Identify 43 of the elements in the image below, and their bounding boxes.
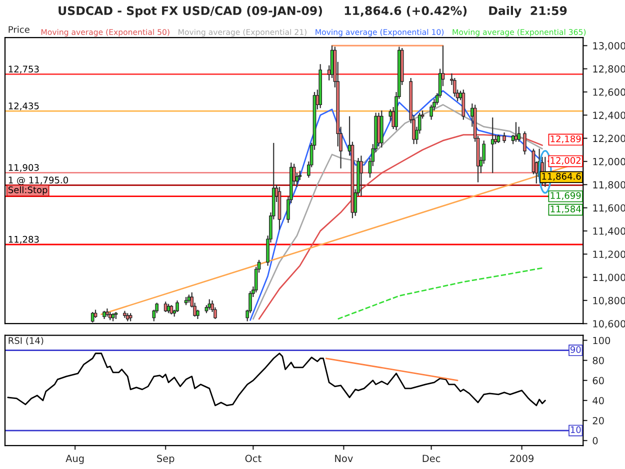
candlestick: [176, 300, 179, 313]
x-tick-label: Aug: [66, 454, 84, 464]
candlestick: [90, 312, 94, 322]
ref-line-label: 10: [570, 426, 581, 434]
annotation: 11,864.6: [542, 172, 581, 181]
ref-line-label: 12,753: [8, 66, 39, 74]
y-tick-label: 20: [592, 416, 604, 424]
annotation: 11,584: [550, 206, 581, 214]
candlestick: [494, 134, 498, 145]
y-tick-label: 80: [592, 356, 604, 364]
annotation: 12,002: [550, 157, 580, 165]
line-series: [7, 352, 546, 406]
candlestick: [164, 301, 168, 313]
candlestick: [360, 155, 363, 197]
x-tick-label: Dec: [422, 454, 440, 462]
line-series: [258, 134, 543, 320]
annotation: 11,699: [550, 192, 581, 200]
line-series: [337, 267, 543, 320]
ref-line-label: 11,903: [8, 164, 39, 172]
x-tick-label: Sep: [157, 454, 174, 464]
y-tick-label: 60: [592, 376, 604, 384]
y-tick-label: 100: [593, 336, 610, 344]
annotation: Sell:Stop: [8, 186, 48, 195]
x-tick-label: 2009: [510, 454, 534, 462]
x-tick-label: Oct: [245, 454, 262, 462]
chart-title: RSI (14): [8, 337, 44, 346]
x-tick-label: Nov: [335, 454, 353, 462]
candlestick: [452, 78, 456, 98]
ref-line-label: 11,283: [8, 236, 39, 244]
candlestick: [490, 116, 494, 174]
y-tick-label: 40: [592, 396, 604, 404]
annotation: 12,189: [550, 135, 581, 144]
candlestick: [462, 89, 466, 120]
candlestick: [502, 132, 506, 144]
y-tick-label: 0: [592, 437, 598, 444]
chart-subtitle: Price: [8, 26, 30, 33]
candlestick: [517, 126, 521, 142]
ref-line-label: 1 @ 11,795.0: [8, 176, 68, 185]
ref-line-label: 12,435: [8, 102, 39, 110]
candlestick: [208, 298, 212, 310]
chart-title: USDCAD - Spot FX USD/CAD (09-JAN-09) 11,864.6 (+0.42%) Daily 21:59: [58, 6, 567, 18]
candlestick: [523, 130, 526, 156]
ref-line-label: 90: [570, 346, 581, 353]
